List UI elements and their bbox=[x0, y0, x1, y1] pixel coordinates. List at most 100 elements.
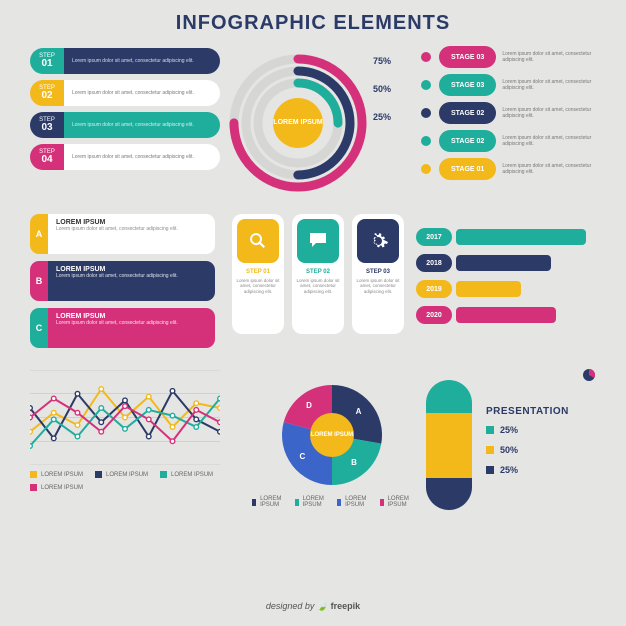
step-row-1: STEP01Lorem ipsum dolor sit amet, consec… bbox=[30, 48, 220, 74]
stage-text: Lorem ipsum dolor sit amet, consectetur … bbox=[502, 135, 601, 147]
step-bar: Lorem ipsum dolor sit amet, consectetur … bbox=[64, 48, 220, 74]
stage-pill: STAGE 03 bbox=[439, 74, 496, 96]
card-text: Lorem ipsum dolor sit amet, consectetur … bbox=[232, 275, 284, 297]
legend-item: LOREM IPSUM bbox=[30, 471, 83, 478]
stage-text: Lorem ipsum dolor sit amet, consectetur … bbox=[502, 51, 601, 63]
footer-credit: designed by 🍃 freepik bbox=[0, 601, 626, 612]
year-bar bbox=[456, 229, 586, 245]
pill-segment bbox=[426, 380, 472, 413]
stage-dot bbox=[421, 136, 431, 146]
pie-slice-label: C bbox=[299, 452, 305, 461]
presentation-row: 25% bbox=[486, 425, 569, 435]
pie-chart: LOREM IPSUM A B C D LOREM IPSUM LOREM IPSUM L… bbox=[252, 380, 412, 508]
year-label: 2017 bbox=[416, 228, 452, 246]
stage-row-1: STAGE 03 Lorem ipsum dolor sit amet, cons… bbox=[421, 46, 601, 68]
step-card-3: STEP 03Lorem ipsum dolor sit amet, conse… bbox=[352, 214, 404, 334]
legend-item: LOREM IPSUM bbox=[30, 484, 83, 491]
legend-item: LOREM IPSUM bbox=[95, 471, 148, 478]
pie-legend-item: LOREM IPSUM bbox=[252, 496, 285, 508]
radial-center-label: LOREM IPSUM bbox=[273, 98, 323, 148]
step-card-2: STEP 02Lorem ipsum dolor sit amet, conse… bbox=[292, 214, 344, 334]
pie-slice-label: A bbox=[356, 407, 362, 416]
stage-pill: STAGE 02 bbox=[439, 102, 496, 124]
search-icon bbox=[248, 231, 268, 251]
pill-segment bbox=[426, 478, 472, 511]
page-title: INFOGRAPHIC ELEMENTS bbox=[0, 0, 626, 35]
step-tag: STEP02 bbox=[30, 80, 64, 106]
card-text: Lorem ipsum dolor sit amet, consectetur … bbox=[292, 275, 344, 297]
step-tag: STEP04 bbox=[30, 144, 64, 170]
abc-row-B: BLOREM IPSUMLorem ipsum dolor sit amet, … bbox=[30, 261, 215, 301]
steps-block: STEP01Lorem ipsum dolor sit amet, consec… bbox=[30, 48, 220, 176]
step-tag: STEP03 bbox=[30, 112, 64, 138]
step-bar: Lorem ipsum dolor sit amet, consectetur … bbox=[64, 112, 220, 138]
stages-block: STAGE 03 Lorem ipsum dolor sit amet, cons… bbox=[421, 46, 601, 186]
stage-text: Lorem ipsum dolor sit amet, consectetur … bbox=[502, 107, 601, 119]
card-head bbox=[297, 219, 339, 263]
abc-tag: A bbox=[30, 214, 48, 254]
year-bar bbox=[456, 307, 556, 323]
presentation-row: 50% bbox=[486, 445, 569, 455]
step-cards: STEP 01Lorem ipsum dolor sit amet, conse… bbox=[232, 214, 404, 334]
year-row-2020: 2020 bbox=[416, 306, 601, 324]
abc-tag: B bbox=[30, 261, 48, 301]
year-label: 2020 bbox=[416, 306, 452, 324]
radial-pct-label: 25% bbox=[373, 112, 391, 122]
presentation-title: PRESENTATION bbox=[486, 406, 569, 417]
abc-block: ALOREM IPSUMLorem ipsum dolor sit amet, … bbox=[30, 214, 215, 355]
stage-row-3: STAGE 02 Lorem ipsum dolor sit amet, cons… bbox=[421, 102, 601, 124]
stage-row-4: STAGE 02 Lorem ipsum dolor sit amet, cons… bbox=[421, 130, 601, 152]
abc-body: LOREM IPSUMLorem ipsum dolor sit amet, c… bbox=[48, 308, 215, 348]
step-row-4: STEP04Lorem ipsum dolor sit amet, consec… bbox=[30, 144, 220, 170]
abc-body: LOREM IPSUMLorem ipsum dolor sit amet, c… bbox=[48, 214, 215, 254]
legend-item: LOREM IPSUM bbox=[160, 471, 213, 478]
stage-dot bbox=[421, 108, 431, 118]
pie-slice-label: D bbox=[306, 401, 312, 410]
year-label: 2019 bbox=[416, 280, 452, 298]
card-head bbox=[357, 219, 399, 263]
stage-text: Lorem ipsum dolor sit amet, consectetur … bbox=[502, 79, 601, 91]
year-label: 2018 bbox=[416, 254, 452, 272]
step-card-1: STEP 01Lorem ipsum dolor sit amet, conse… bbox=[232, 214, 284, 334]
step-row-3: STEP03Lorem ipsum dolor sit amet, consec… bbox=[30, 112, 220, 138]
abc-row-A: ALOREM IPSUMLorem ipsum dolor sit amet, … bbox=[30, 214, 215, 254]
year-row-2017: 2017 bbox=[416, 228, 601, 246]
step-bar: Lorem ipsum dolor sit amet, consectetur … bbox=[64, 80, 220, 106]
radial-pct-label: 50% bbox=[373, 84, 391, 94]
stage-pill: STAGE 02 bbox=[439, 130, 496, 152]
stage-dot bbox=[421, 52, 431, 62]
step-bar: Lorem ipsum dolor sit amet, consectetur … bbox=[64, 144, 220, 170]
pie-center-label: LOREM IPSUM bbox=[310, 413, 354, 457]
chat-icon bbox=[308, 231, 328, 251]
step-tag: STEP01 bbox=[30, 48, 64, 74]
stage-pill: STAGE 01 bbox=[439, 158, 496, 180]
pie-slice-label: B bbox=[351, 458, 357, 467]
abc-body: LOREM IPSUMLorem ipsum dolor sit amet, c… bbox=[48, 261, 215, 301]
card-text: Lorem ipsum dolor sit amet, consectetur … bbox=[352, 275, 404, 297]
year-row-2018: 2018 bbox=[416, 254, 601, 272]
pie-legend-item: LOREM IPSUM bbox=[295, 496, 328, 508]
year-bar bbox=[456, 281, 521, 297]
line-chart: LOREM IPSUM LOREM IPSUM LOREM IPSUM LOREM I… bbox=[30, 370, 220, 491]
year-bars: 2017 2018 2019 2020 bbox=[416, 228, 601, 332]
stage-text: Lorem ipsum dolor sit amet, consectetur … bbox=[502, 163, 601, 175]
card-head bbox=[237, 219, 279, 263]
stage-dot bbox=[421, 80, 431, 90]
year-bar bbox=[456, 255, 551, 271]
pie-legend-item: LOREM IPSUM bbox=[380, 496, 413, 508]
radial-pct-label: 75% bbox=[373, 56, 391, 66]
step-row-2: STEP02Lorem ipsum dolor sit amet, consec… bbox=[30, 80, 220, 106]
stage-row-2: STAGE 03 Lorem ipsum dolor sit amet, cons… bbox=[421, 74, 601, 96]
stage-dot bbox=[421, 164, 431, 174]
radial-chart: LOREM IPSUM 75% 50% 25% bbox=[225, 42, 395, 192]
pill-segment bbox=[426, 413, 472, 478]
stage-row-5: STAGE 01 Lorem ipsum dolor sit amet, cons… bbox=[421, 158, 601, 180]
stage-pill: STAGE 03 bbox=[439, 46, 496, 68]
presentation-row: 25% bbox=[486, 465, 569, 475]
gear-icon bbox=[368, 231, 388, 251]
abc-tag: C bbox=[30, 308, 48, 348]
abc-row-C: CLOREM IPSUMLorem ipsum dolor sit amet, … bbox=[30, 308, 215, 348]
pie-legend-item: LOREM IPSUM bbox=[337, 496, 370, 508]
presentation-block: PRESENTATION 25% 50% 25% bbox=[426, 380, 601, 510]
year-row-2019: 2019 bbox=[416, 280, 601, 298]
